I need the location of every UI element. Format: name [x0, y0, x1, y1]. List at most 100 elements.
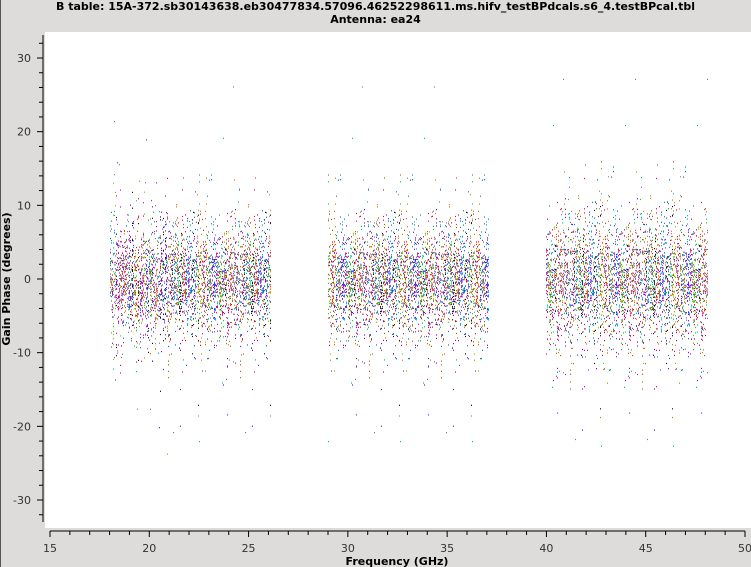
- data-point: [342, 263, 343, 266]
- data-point: [114, 214, 115, 217]
- data-point: [202, 304, 203, 306]
- data-point: [143, 264, 144, 266]
- data-point: [253, 254, 254, 256]
- data-point: [185, 293, 186, 295]
- data-point: [150, 307, 151, 309]
- data-point: [134, 345, 135, 347]
- data-point: [218, 271, 219, 273]
- data-point: [262, 316, 263, 318]
- data-point: [139, 291, 140, 293]
- data-point: [260, 294, 261, 296]
- data-point: [169, 341, 170, 343]
- data-point: [337, 326, 338, 328]
- data-point: [224, 271, 225, 273]
- data-point: [259, 262, 260, 264]
- data-point: [175, 233, 176, 235]
- data-point: [333, 278, 334, 280]
- data-point: [215, 256, 216, 258]
- data-point: [133, 221, 134, 223]
- data-point: [264, 222, 265, 224]
- data-point: [329, 213, 330, 215]
- data-point: [137, 342, 138, 344]
- data-point: [142, 290, 143, 292]
- data-point: [141, 271, 142, 273]
- data-point: [125, 310, 126, 312]
- data-point: [244, 289, 245, 292]
- data-point: [168, 255, 169, 257]
- data-point: [328, 282, 329, 284]
- data-point: [173, 256, 174, 258]
- data-point: [166, 264, 167, 266]
- data-point: [185, 340, 186, 342]
- data-point: [250, 299, 251, 301]
- data-point: [261, 289, 262, 291]
- data-point: [126, 279, 127, 281]
- data-point: [245, 293, 246, 295]
- data-point: [221, 287, 222, 289]
- data-point: [261, 279, 262, 281]
- data-point: [262, 291, 263, 293]
- data-point: [228, 308, 229, 310]
- data-point: [240, 318, 241, 320]
- data-point: [247, 223, 248, 225]
- data-point: [123, 260, 124, 262]
- data-point: [208, 257, 209, 259]
- data-point: [172, 280, 173, 282]
- data-point: [181, 258, 182, 260]
- data-point: [333, 282, 334, 284]
- data-point: [194, 238, 195, 240]
- data-point: [155, 327, 156, 329]
- data-point: [186, 276, 187, 278]
- data-point: [345, 312, 346, 314]
- data-point: [110, 251, 111, 253]
- data-point: [242, 291, 243, 293]
- data-point: [330, 311, 331, 313]
- data-point: [142, 305, 143, 307]
- data-point: [144, 267, 145, 269]
- data-point: [221, 271, 222, 273]
- data-point: [357, 308, 358, 310]
- data-point: [342, 242, 343, 244]
- data-point: [268, 262, 269, 264]
- data-point: [198, 241, 199, 243]
- data-point: [231, 326, 232, 328]
- data-point: [265, 268, 266, 270]
- data-point: [186, 364, 187, 366]
- data-point: [239, 301, 240, 303]
- data-point: [270, 271, 271, 273]
- data-point: [207, 274, 208, 276]
- data-point: [154, 289, 155, 291]
- data-point: [223, 305, 224, 307]
- data-point: [257, 340, 258, 342]
- data-point: [336, 329, 337, 331]
- data-point: [159, 310, 160, 312]
- data-point: [140, 302, 141, 304]
- data-point: [133, 250, 134, 252]
- data-point: [232, 225, 233, 227]
- data-point: [201, 267, 202, 270]
- data-point: [248, 267, 249, 269]
- data-point: [136, 315, 137, 317]
- data-point: [231, 265, 232, 267]
- data-point: [203, 288, 204, 291]
- data-point: [246, 269, 247, 271]
- data-point: [340, 324, 341, 326]
- data-point: [350, 287, 351, 289]
- data-point: [208, 288, 209, 290]
- data-point: [205, 259, 206, 261]
- data-point: [342, 290, 343, 293]
- data-point: [126, 264, 127, 266]
- data-point: [153, 266, 154, 268]
- data-point: [120, 268, 121, 270]
- data-point: [332, 243, 333, 245]
- data-point: [226, 242, 227, 244]
- data-point: [243, 297, 244, 300]
- data-point: [187, 220, 188, 222]
- data-point: [171, 253, 172, 255]
- data-point: [220, 299, 221, 301]
- data-point: [361, 277, 362, 279]
- data-point: [138, 223, 139, 225]
- data-point: [253, 288, 254, 290]
- data-point: [136, 310, 137, 312]
- data-point: [215, 308, 216, 310]
